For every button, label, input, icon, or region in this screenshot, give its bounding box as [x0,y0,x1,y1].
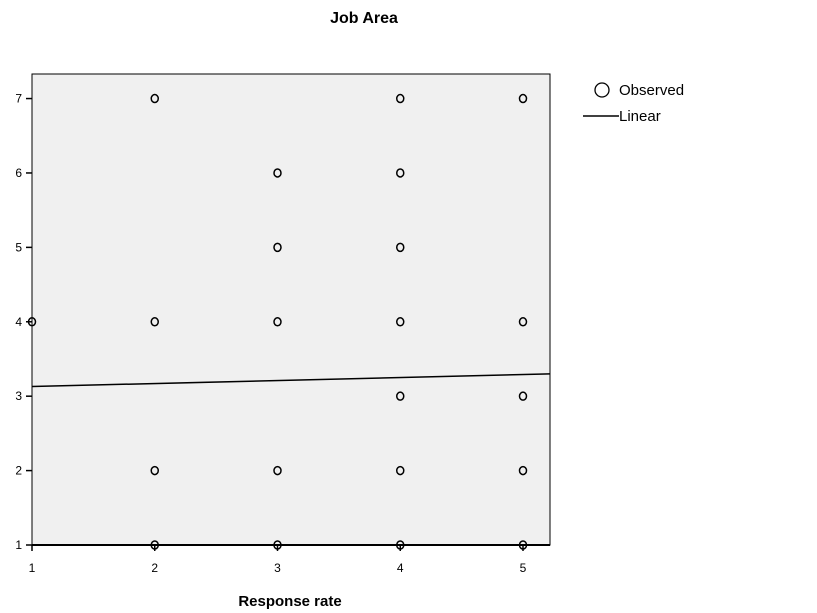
y-tick-label: 1 [15,538,22,552]
y-tick-label: 2 [15,464,22,478]
x-tick-label: 4 [397,561,404,575]
observed-point [273,168,282,178]
legend-linear-label: Linear [619,108,661,125]
observed-point [150,317,159,327]
observed-point [150,93,159,104]
observed-point [395,391,405,401]
observed-point [518,317,528,327]
observed-point [395,465,405,476]
legend: Observed Linear [583,82,684,125]
observed-point [150,465,159,476]
x-tick-label: 1 [29,561,36,575]
observed-point [27,317,37,327]
x-axis: 1 2 3 4 5 [29,544,550,575]
y-tick-label: 6 [15,166,22,180]
observed-point [395,168,405,178]
linear-fit-line [31,373,551,388]
x-tick-label: 2 [151,561,158,575]
observed-point [273,540,282,550]
observed-point [395,317,405,327]
observed-point [518,540,528,550]
observed-point [395,242,405,253]
observed-point [273,317,282,327]
y-tick-label: 7 [15,92,22,106]
observed-point [518,391,528,401]
legend-observed-label: Observed [619,82,684,99]
legend-observed-symbol [594,82,610,98]
x-tick-label: 5 [520,561,527,575]
observed-point [395,93,405,104]
y-axis: 1 2 3 4 5 6 7 [15,92,32,552]
plot-area [31,73,551,546]
x-axis-label: Response rate [238,593,341,610]
chart-title: Job Area [330,10,398,27]
observed-point [273,242,282,253]
observed-points [27,93,528,550]
y-tick-label: 4 [15,315,22,329]
y-tick-label: 3 [15,389,22,403]
observed-point [273,465,282,476]
observed-point [518,465,528,476]
observed-point [150,540,159,550]
linear-fit [31,373,551,388]
x-tick-label: 3 [274,561,281,575]
y-tick-label: 5 [15,240,22,254]
observed-point [518,93,528,104]
observed-point [395,540,405,550]
